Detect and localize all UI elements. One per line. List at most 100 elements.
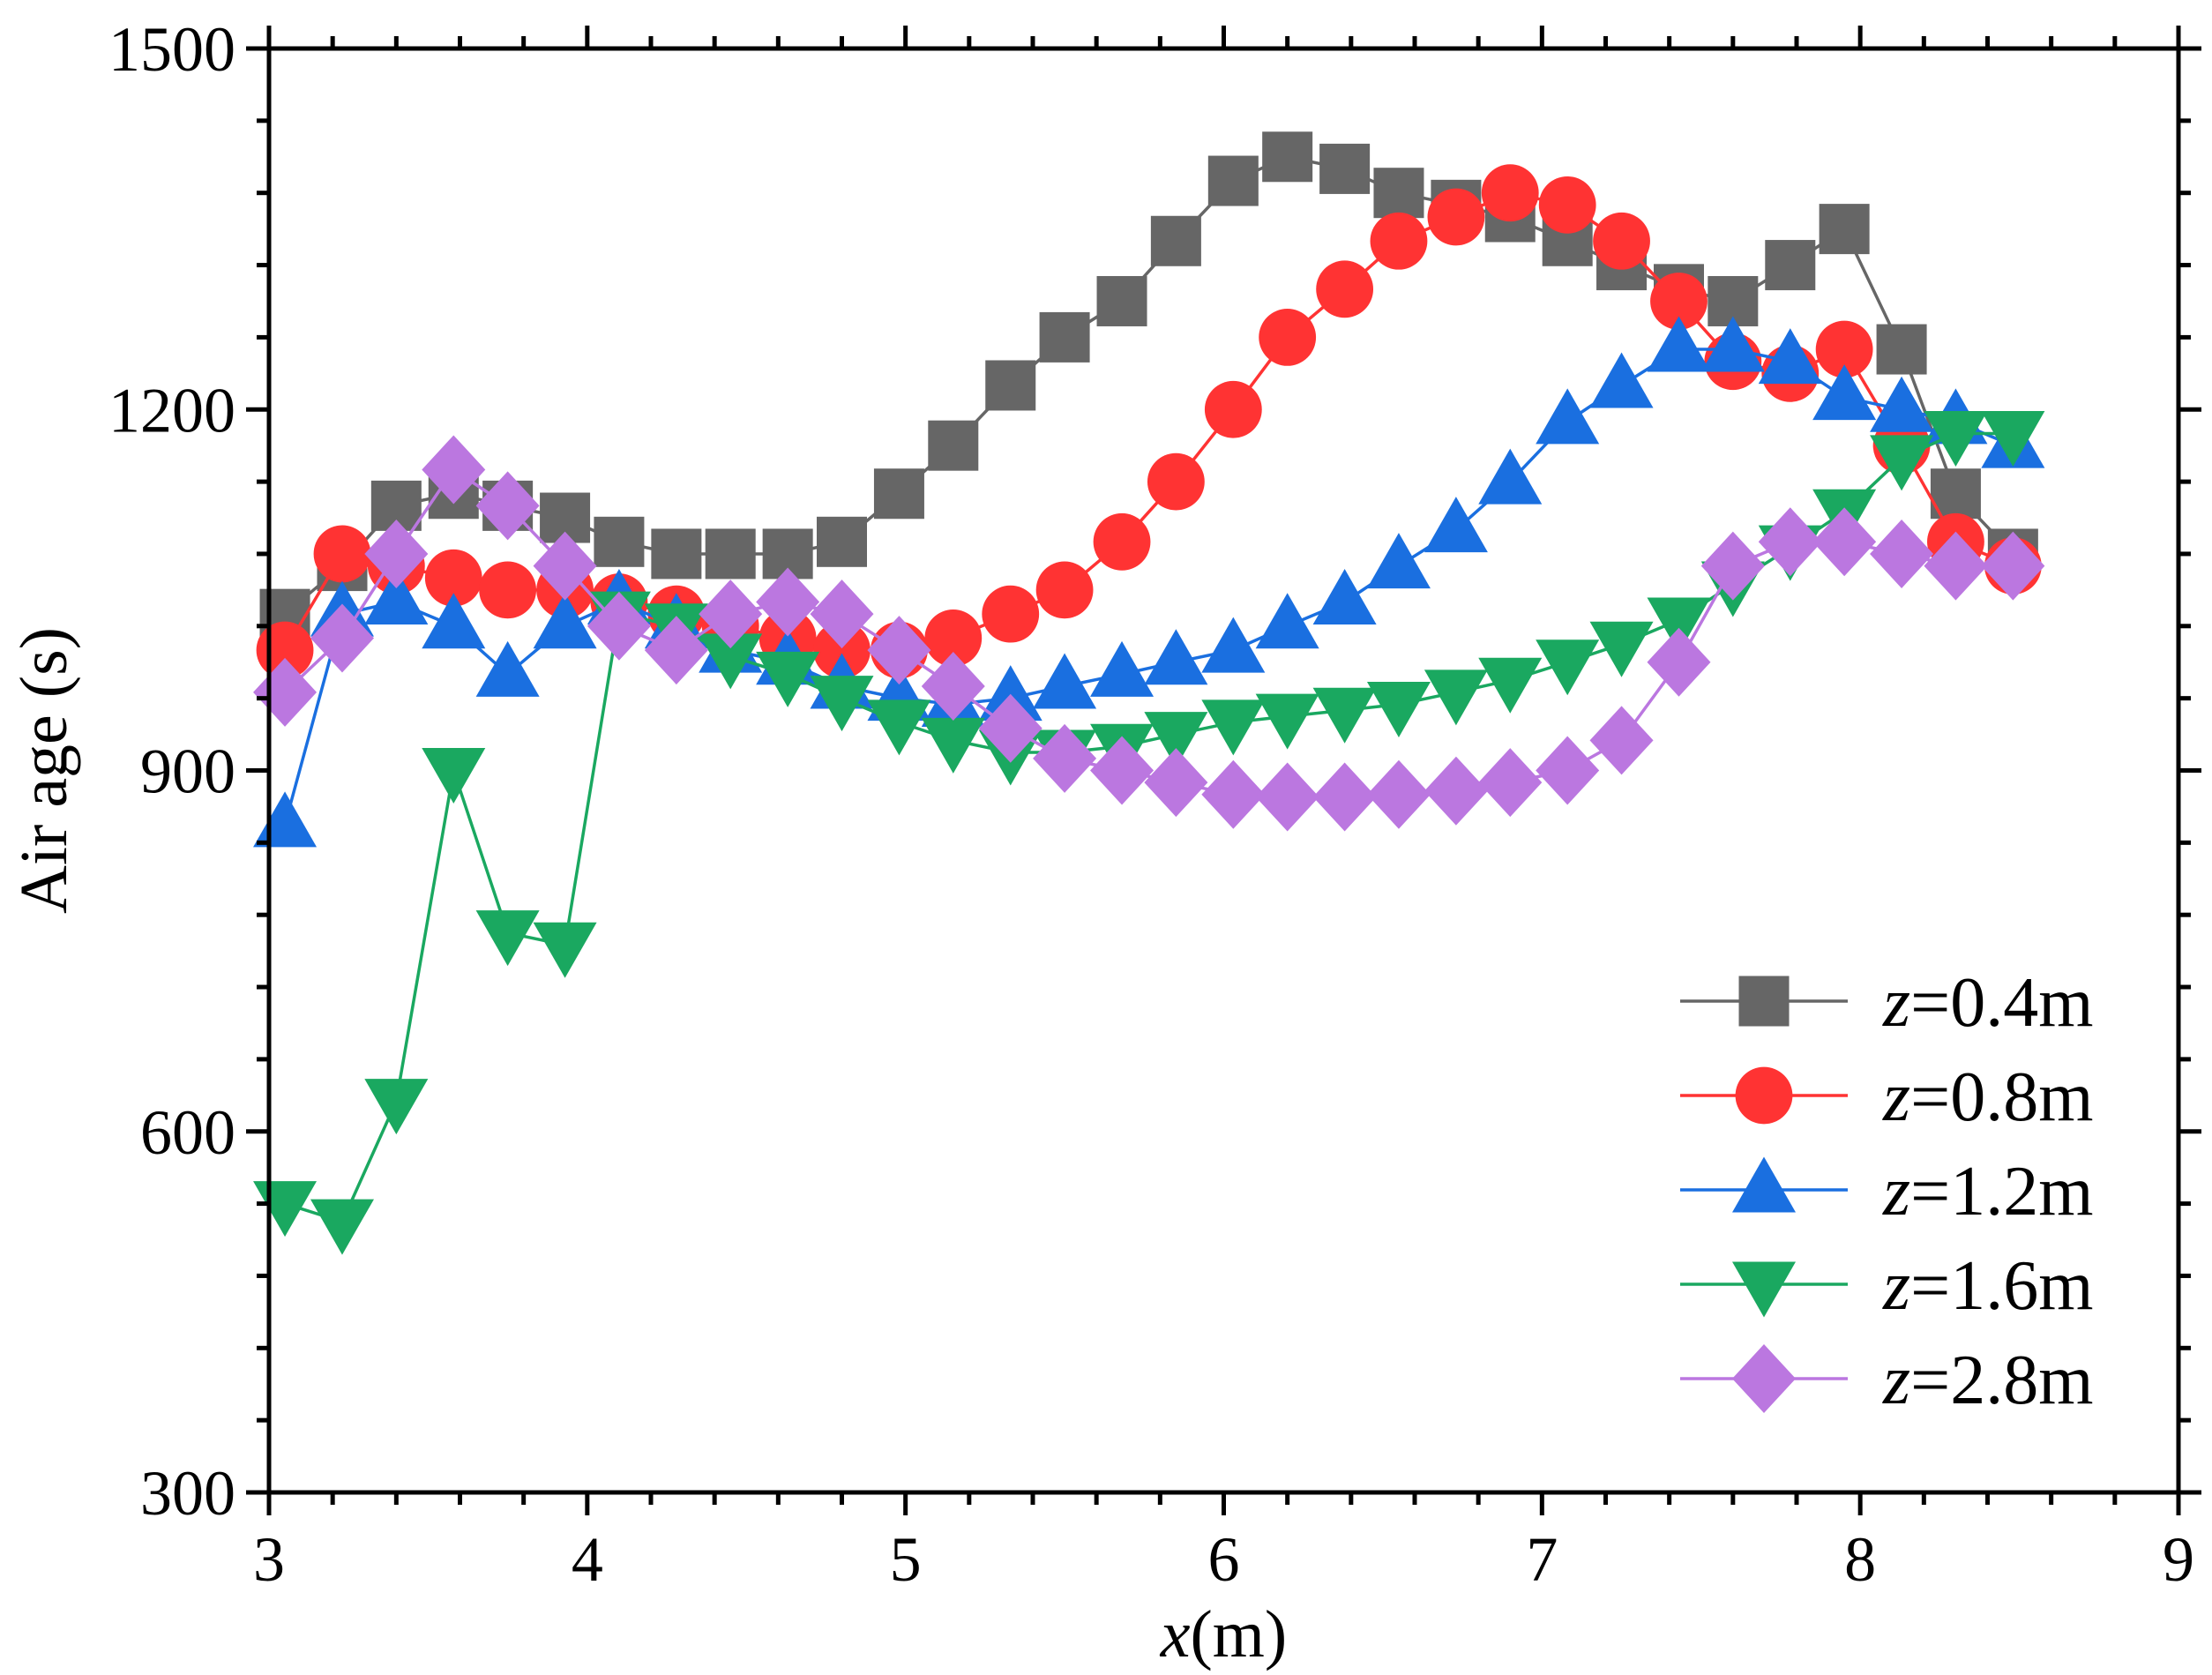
x-tick-label: 3 bbox=[253, 1524, 285, 1595]
data-point-z-1-6m bbox=[1647, 597, 1711, 654]
x-axis-title: x(m) bbox=[1160, 1597, 1287, 1671]
legend-entry-z-0-4m: z=0.4m bbox=[1680, 964, 2093, 1042]
data-point-z-2-8m bbox=[364, 519, 429, 588]
data-point-z-2-8m bbox=[422, 435, 486, 505]
data-point-z-1-6m bbox=[475, 910, 540, 967]
data-point-z-1-2m bbox=[1312, 569, 1377, 625]
y-tick-label: 300 bbox=[140, 1458, 235, 1529]
data-point-z-1-2m bbox=[1700, 316, 1765, 372]
data-point-z-0-4m bbox=[1876, 324, 1927, 375]
x-tick-label: 6 bbox=[1208, 1524, 1240, 1595]
data-point-z-0-8m bbox=[813, 621, 871, 679]
data-point-z-0-4m bbox=[1150, 215, 1201, 266]
data-point-z-0-4m bbox=[594, 516, 645, 567]
data-point-z-1-6m bbox=[1981, 411, 2045, 467]
data-point-z-1-6m bbox=[1312, 687, 1377, 744]
legend-label: z=2.8m bbox=[1882, 1342, 2093, 1419]
legend-label-value: =1.2m bbox=[1910, 1153, 2093, 1230]
data-point-z-2-8m bbox=[1981, 531, 2045, 601]
data-point-z-0-4m bbox=[985, 360, 1036, 411]
y-axis-title: Air age (s) bbox=[7, 627, 81, 914]
x-tick-label: 8 bbox=[1844, 1524, 1876, 1595]
data-point-z-0-8m bbox=[1650, 273, 1708, 330]
data-point-z-2-8m bbox=[1478, 748, 1543, 818]
legend-label: z=0.4m bbox=[1882, 964, 2093, 1042]
legend-marker bbox=[1732, 1156, 1796, 1213]
data-point-z-1-2m bbox=[1589, 352, 1654, 408]
data-point-z-2-8m bbox=[699, 580, 763, 649]
data-point-z-2-8m bbox=[644, 616, 708, 685]
legend-label-variable: z bbox=[1882, 1058, 1910, 1136]
y-tick-label: 600 bbox=[140, 1097, 235, 1168]
data-point-z-2-8m bbox=[533, 531, 597, 601]
data-point-z-2-8m bbox=[1924, 531, 1988, 601]
x-axis-title-italic: x bbox=[1160, 1597, 1191, 1671]
data-point-z-0-8m bbox=[924, 609, 983, 667]
data-point-z-0-4m bbox=[1765, 240, 1816, 291]
data-point-z-2-8m bbox=[867, 616, 931, 685]
data-point-z-2-8m bbox=[1033, 723, 1097, 793]
data-point-z-1-2m bbox=[978, 665, 1042, 722]
data-point-z-1-2m bbox=[422, 593, 486, 649]
legend-label: z=1.2m bbox=[1882, 1153, 2093, 1230]
data-point-z-2-8m bbox=[978, 693, 1042, 763]
data-point-z-0-8m bbox=[1538, 176, 1596, 234]
data-point-z-0-8m bbox=[1427, 188, 1485, 246]
data-point-z-0-8m bbox=[479, 561, 537, 619]
data-point-z-1-2m bbox=[1255, 593, 1319, 649]
data-point-z-2-8m bbox=[1312, 762, 1377, 832]
data-point-z-1-2m bbox=[1033, 653, 1097, 709]
data-point-z-1-2m bbox=[475, 640, 540, 697]
x-tick-label: 9 bbox=[2163, 1524, 2194, 1595]
data-point-z-1-6m bbox=[1424, 669, 1488, 726]
data-point-z-2-8m bbox=[1758, 507, 1822, 577]
data-point-z-0-8m bbox=[982, 585, 1040, 643]
data-point-z-2-8m bbox=[1201, 759, 1266, 829]
data-point-z-1-6m bbox=[1870, 435, 1934, 491]
data-point-z-1-2m bbox=[1647, 316, 1711, 372]
data-point-z-0-8m bbox=[1370, 212, 1428, 270]
legend-label-value: =0.4m bbox=[1910, 964, 2093, 1042]
legend: z=0.4mz=0.8mz=1.2mz=1.6mz=2.8m bbox=[1680, 964, 2093, 1419]
data-point-z-2-8m bbox=[810, 580, 874, 649]
data-point-z-0-8m bbox=[1093, 512, 1151, 571]
legend-marker bbox=[1735, 1066, 1793, 1125]
data-point-z-0-4m bbox=[1039, 311, 1090, 363]
data-point-z-1-6m bbox=[1536, 639, 1600, 696]
data-point-z-2-8m bbox=[1870, 519, 1934, 588]
data-point-z-1-6m bbox=[1924, 411, 1988, 467]
data-point-z-2-8m bbox=[587, 591, 651, 661]
data-point-z-2-8m bbox=[310, 603, 374, 673]
data-point-z-2-8m bbox=[1700, 531, 1765, 601]
data-point-z-0-4m bbox=[1819, 204, 1870, 255]
legend-entry-z-2-8m: z=2.8m bbox=[1680, 1342, 2093, 1419]
data-point-z-1-2m bbox=[1478, 448, 1543, 505]
data-point-z-2-8m bbox=[1144, 748, 1208, 818]
legend-label: z=1.6m bbox=[1882, 1247, 2093, 1325]
data-point-z-0-4m bbox=[651, 528, 702, 580]
data-point-z-2-8m bbox=[1589, 706, 1654, 775]
data-point-z-1-2m bbox=[1201, 617, 1266, 673]
data-point-z-1-6m bbox=[364, 1079, 429, 1135]
data-point-z-1-6m bbox=[1201, 699, 1266, 756]
data-point-z-1-6m bbox=[756, 651, 820, 707]
data-point-z-1-2m bbox=[1144, 629, 1208, 685]
data-point-z-1-2m bbox=[1870, 376, 1934, 432]
legend-label-variable: z bbox=[1882, 1247, 1910, 1325]
series-layer bbox=[253, 131, 2045, 1255]
data-point-z-0-8m bbox=[1815, 320, 1873, 378]
data-point-z-0-8m bbox=[1204, 380, 1262, 438]
data-point-z-1-2m bbox=[1424, 497, 1488, 553]
data-point-z-0-8m bbox=[424, 549, 482, 607]
data-point-z-1-2m bbox=[1090, 640, 1155, 697]
data-point-z-1-2m bbox=[1758, 328, 1822, 385]
data-point-z-0-4m bbox=[1096, 275, 1147, 326]
x-tick-label: 5 bbox=[890, 1524, 922, 1595]
data-point-z-0-4m bbox=[1262, 131, 1313, 183]
data-point-z-1-6m bbox=[867, 699, 931, 756]
data-point-z-0-4m bbox=[705, 528, 756, 580]
data-point-z-2-8m bbox=[1366, 759, 1431, 829]
data-point-z-0-4m bbox=[873, 468, 924, 520]
